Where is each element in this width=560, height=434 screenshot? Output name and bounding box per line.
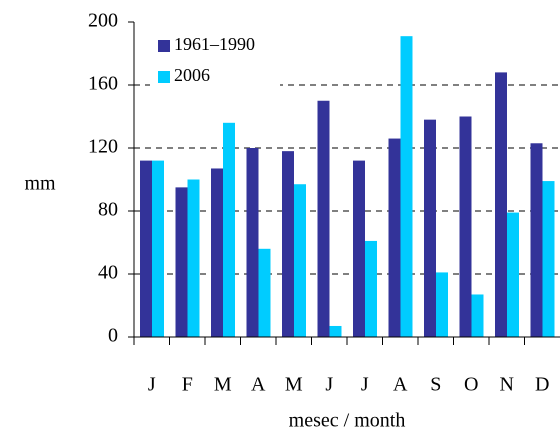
y-tick-label: 200 bbox=[88, 10, 118, 32]
x-tick-label: F bbox=[182, 374, 193, 396]
y-tick-label: 160 bbox=[88, 73, 118, 95]
bar bbox=[353, 160, 365, 337]
bar bbox=[388, 138, 401, 337]
bar bbox=[471, 294, 484, 337]
x-tick-label: A bbox=[393, 374, 408, 396]
bar bbox=[140, 160, 152, 337]
bar bbox=[365, 240, 377, 337]
legend-box bbox=[150, 30, 280, 92]
x-axis-label: mesec / month bbox=[289, 410, 406, 432]
legend-swatch bbox=[158, 40, 170, 52]
bar bbox=[282, 151, 294, 337]
bar bbox=[258, 248, 271, 337]
legend-label: 2006 bbox=[174, 65, 210, 85]
bar bbox=[459, 116, 472, 337]
x-tick-label: N bbox=[500, 374, 514, 396]
bar bbox=[294, 184, 306, 337]
legend-label: 1961–1990 bbox=[174, 34, 255, 54]
bar bbox=[223, 122, 235, 337]
bar bbox=[424, 119, 436, 338]
x-tick-label: D bbox=[535, 374, 549, 396]
legend-swatch bbox=[158, 71, 170, 83]
x-tick-label: J bbox=[361, 374, 369, 396]
bar bbox=[211, 168, 223, 337]
y-axis-label: mm bbox=[24, 173, 56, 195]
x-tick-label: M bbox=[285, 374, 303, 396]
x-tick-label: J bbox=[325, 374, 333, 396]
x-tick-label: M bbox=[214, 374, 232, 396]
bar bbox=[400, 36, 413, 338]
bar bbox=[495, 72, 507, 338]
y-tick-label: 40 bbox=[98, 262, 118, 284]
y-tick-label: 120 bbox=[88, 136, 118, 158]
bar bbox=[507, 212, 519, 337]
y-tick-label: 0 bbox=[108, 325, 118, 347]
bar bbox=[530, 143, 543, 337]
bar bbox=[542, 181, 555, 337]
bar bbox=[187, 179, 200, 337]
y-tick-label: 80 bbox=[98, 199, 118, 221]
x-tick-label: O bbox=[464, 374, 478, 396]
bar bbox=[246, 148, 259, 337]
x-tick-label: S bbox=[430, 374, 441, 396]
bar bbox=[436, 272, 448, 337]
bar bbox=[152, 160, 164, 337]
x-tick-label: A bbox=[251, 374, 266, 396]
bar bbox=[317, 100, 330, 337]
bar bbox=[175, 187, 188, 337]
bar bbox=[329, 325, 342, 337]
x-tick-label: J bbox=[148, 374, 156, 396]
